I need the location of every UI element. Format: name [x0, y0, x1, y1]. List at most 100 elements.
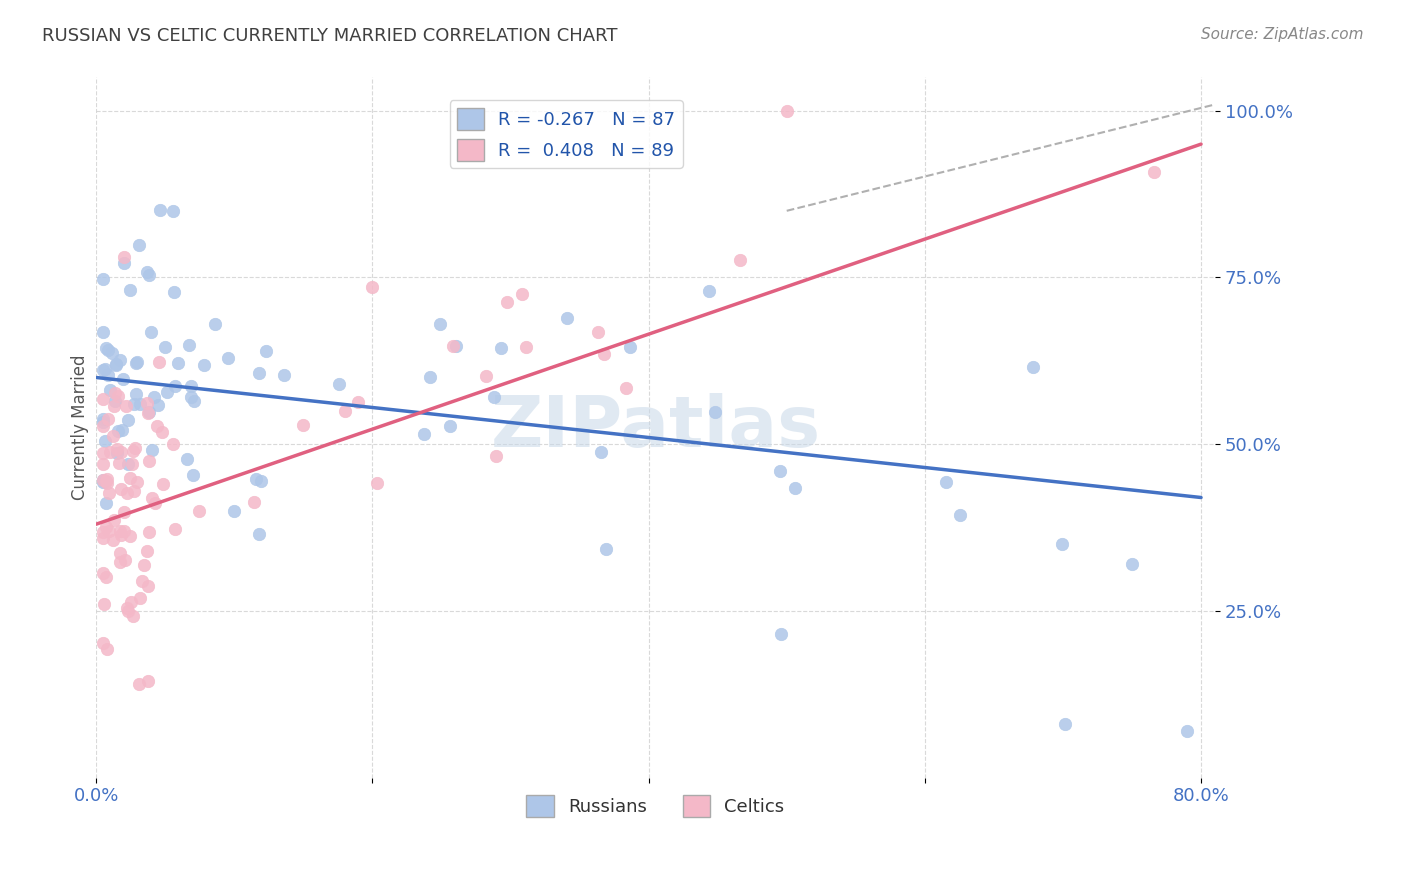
Point [91, 566, 114, 581]
Point [138, 405, 160, 419]
Point [1053, 717, 1076, 731]
Point [91, 524, 114, 539]
Point [177, 338, 200, 352]
Point [188, 504, 211, 518]
Point [413, 426, 436, 441]
Point [101, 429, 124, 443]
Point [104, 386, 127, 401]
Point [91, 415, 114, 429]
Point [591, 445, 613, 459]
Point [145, 419, 167, 434]
Point [254, 344, 277, 359]
Point [224, 503, 246, 517]
Point [291, 418, 314, 433]
Point [108, 524, 131, 539]
Text: RUSSIAN VS CELTIC CURRENTLY MARRIED CORRELATION CHART: RUSSIAN VS CELTIC CURRENTLY MARRIED CORR… [42, 27, 617, 45]
Point [114, 552, 136, 566]
Point [180, 379, 202, 393]
Point [107, 389, 129, 403]
Point [162, 437, 184, 451]
Point [136, 396, 159, 410]
Point [91, 363, 114, 377]
Point [128, 677, 150, 691]
Point [366, 476, 388, 491]
Point [935, 475, 957, 489]
Point [103, 399, 125, 413]
Point [136, 264, 159, 278]
Point [91, 272, 114, 286]
Point [91, 419, 114, 434]
Point [108, 546, 131, 560]
Point [728, 253, 751, 268]
Point [555, 311, 578, 326]
Point [97, 412, 120, 426]
Point [138, 454, 160, 468]
Point [125, 475, 148, 489]
Legend: Russians, Celtics: Russians, Celtics [519, 788, 792, 824]
Point [91, 446, 114, 460]
Point [120, 595, 142, 609]
Point [111, 371, 134, 385]
Point [104, 393, 127, 408]
Point [131, 574, 153, 589]
Point [152, 476, 174, 491]
Point [98, 524, 121, 539]
Point [117, 604, 139, 618]
Point [94, 474, 117, 488]
Point [204, 317, 226, 331]
Point [245, 472, 267, 486]
Point [121, 457, 143, 471]
Point [96, 519, 118, 533]
Point [134, 558, 156, 572]
Point [125, 355, 148, 369]
Point [165, 379, 187, 393]
Point [98, 383, 121, 397]
Point [91, 325, 114, 339]
Point [1175, 723, 1198, 738]
Point [785, 482, 807, 496]
Point [439, 419, 461, 434]
Text: ZIPatlas: ZIPatlas [491, 393, 821, 462]
Point [429, 317, 451, 331]
Point [115, 400, 138, 414]
Point [193, 358, 215, 372]
Point [163, 523, 186, 537]
Point [769, 465, 792, 479]
Point [112, 524, 135, 538]
Point [91, 411, 114, 425]
Point [112, 251, 135, 265]
Point [697, 285, 720, 299]
Point [619, 340, 641, 354]
Point [146, 398, 169, 412]
Point [446, 339, 468, 353]
Point [150, 425, 173, 440]
Point [117, 413, 139, 427]
Point [96, 472, 118, 486]
Point [183, 393, 205, 408]
Point [128, 238, 150, 252]
Point [588, 326, 610, 340]
Point [361, 279, 384, 293]
Point [136, 673, 159, 688]
Point [139, 326, 162, 340]
Point [243, 494, 266, 508]
Point [124, 442, 146, 456]
Point [108, 353, 131, 368]
Point [91, 531, 114, 545]
Point [441, 339, 464, 353]
Point [129, 591, 152, 605]
Point [148, 354, 170, 368]
Point [328, 376, 350, 391]
Point [180, 390, 202, 404]
Point [91, 636, 114, 650]
Y-axis label: Currently Married: Currently Married [72, 355, 89, 500]
Point [122, 609, 145, 624]
Point [125, 387, 148, 401]
Point [98, 445, 121, 459]
Point [949, 508, 972, 522]
Point [595, 541, 617, 556]
Point [475, 368, 498, 383]
Point [110, 528, 132, 542]
Point [489, 341, 512, 355]
Text: Source: ZipAtlas.com: Source: ZipAtlas.com [1201, 27, 1364, 42]
